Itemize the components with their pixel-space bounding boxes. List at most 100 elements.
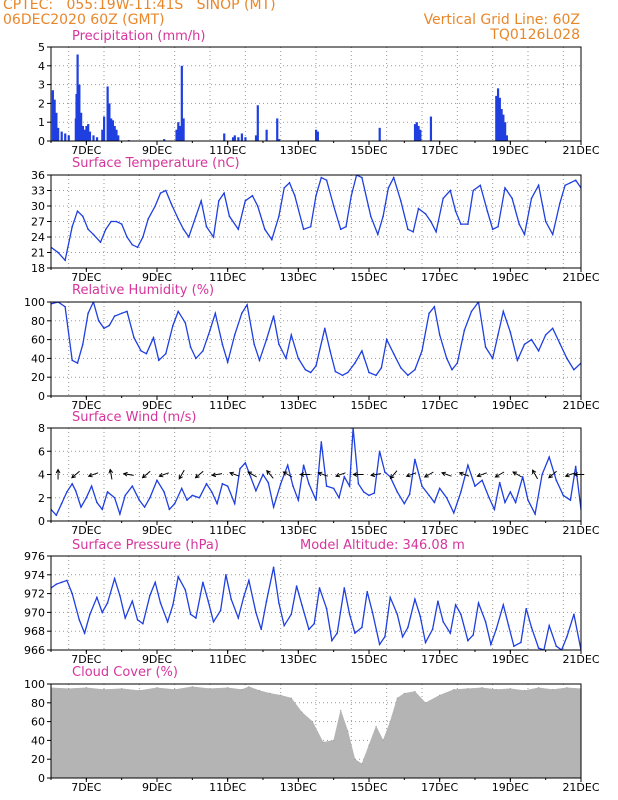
data-point (495, 689, 497, 691)
data-point (384, 636, 386, 638)
wind-arrow (317, 471, 328, 477)
wind-arrow (370, 472, 382, 478)
data-point (551, 327, 554, 330)
data-point (120, 223, 123, 225)
data-point (184, 321, 187, 324)
data-point (140, 350, 142, 352)
y-tick-label: 0 (38, 390, 45, 403)
y-tick-label: 0 (38, 135, 45, 148)
data-point (103, 327, 105, 330)
data-point (318, 587, 321, 589)
y-tick-label: 970 (24, 606, 45, 619)
data-point (85, 496, 88, 499)
data-point (498, 481, 501, 484)
data-point (407, 228, 409, 231)
arrow-head (370, 472, 376, 478)
precip-bar (117, 135, 120, 141)
x-tick-label: 21DEC (562, 524, 599, 537)
data-point (320, 176, 323, 179)
data-point (474, 485, 476, 487)
data-point (574, 179, 577, 181)
x-tick-label: 17DEC (421, 271, 458, 284)
data-point (228, 215, 231, 218)
data-point (460, 613, 462, 616)
data-point (258, 359, 261, 362)
y-tick-label: 968 (24, 625, 45, 638)
data-point (569, 181, 572, 184)
data-point (315, 194, 317, 197)
arrow-head (55, 468, 61, 474)
data-point (538, 687, 540, 689)
arrow-shaft (532, 469, 538, 480)
data-point (449, 632, 452, 634)
data-point (163, 491, 165, 493)
precip-bar (83, 129, 86, 141)
panel-4 (47, 427, 585, 525)
precip-bar (57, 127, 60, 141)
precip-bar (316, 131, 319, 141)
precip-bar (254, 135, 258, 141)
data-point (322, 741, 324, 743)
wind-arrow (335, 472, 346, 478)
data-point (366, 590, 369, 593)
data-point (424, 212, 427, 215)
data-point (343, 476, 346, 478)
precip-bar (78, 84, 81, 141)
y-tick-label: 100 (24, 678, 45, 691)
data-point (212, 621, 215, 623)
x-tick-label: 17DEC (421, 524, 458, 537)
data-point (453, 512, 455, 514)
precip-bar (67, 135, 70, 141)
precip-bar (237, 137, 240, 141)
data-point (369, 215, 372, 218)
x-tick-label: 13DEC (280, 524, 317, 537)
data-point (523, 689, 526, 692)
data-point (115, 220, 118, 223)
wind-arrow (122, 471, 134, 477)
arrow-head (211, 472, 217, 478)
data-point (126, 236, 128, 238)
precip-bar (495, 95, 498, 141)
arrow-shaft (548, 470, 557, 479)
data-point (241, 689, 243, 691)
data-point (566, 636, 568, 638)
data-point (449, 189, 452, 192)
arrow-shaft (142, 470, 151, 479)
data-point (445, 357, 448, 360)
data-point (83, 632, 86, 634)
arrow-head (299, 472, 305, 477)
y-tick-label: 80 (31, 697, 45, 710)
wind-arrow (55, 468, 61, 480)
wind-arrow (229, 471, 240, 477)
data-point (272, 566, 275, 569)
x-tick-label: 9DEC (142, 524, 172, 537)
station-header: CPTEC: 055:19W-11:41S SINOP (MT) (3, 0, 276, 13)
data-point (537, 350, 540, 352)
series-line (51, 567, 581, 650)
arrow-shaft (406, 472, 417, 477)
data-point (439, 694, 441, 696)
arrow-head (389, 474, 395, 480)
data-point (329, 350, 331, 352)
data-point (60, 581, 63, 584)
data-point (251, 194, 254, 197)
data-point (227, 687, 229, 689)
data-point (301, 711, 303, 713)
data-point (152, 336, 155, 339)
precip-bar (276, 118, 279, 141)
data-point (218, 200, 220, 202)
data-point (396, 613, 399, 616)
data-point (516, 359, 519, 362)
arrow-shaft (495, 471, 505, 478)
y-tick-label: 80 (31, 315, 45, 328)
data-point (324, 327, 326, 330)
data-point (304, 368, 307, 371)
data-point (332, 487, 335, 490)
data-point (283, 624, 286, 627)
wind-arrow (71, 470, 80, 479)
data-point (566, 687, 568, 689)
arrow-shaft (441, 472, 452, 477)
y-tick-label: 40 (31, 734, 45, 747)
data-point (389, 721, 391, 723)
data-point (74, 489, 77, 492)
